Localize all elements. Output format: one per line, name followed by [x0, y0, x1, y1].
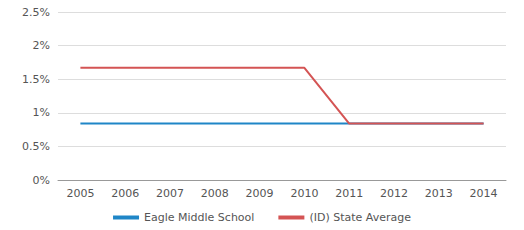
svg-text:2007: 2007 — [156, 187, 184, 200]
svg-text:2006: 2006 — [111, 187, 139, 200]
svg-text:2011: 2011 — [335, 187, 363, 200]
svg-text:1%: 1% — [33, 106, 50, 119]
svg-text:Eagle Middle School: Eagle Middle School — [144, 211, 254, 224]
svg-text:2013: 2013 — [425, 187, 453, 200]
svg-text:2005: 2005 — [66, 187, 94, 200]
svg-text:2014: 2014 — [470, 187, 498, 200]
svg-text:0%: 0% — [33, 174, 50, 187]
svg-text:2010: 2010 — [290, 187, 318, 200]
svg-text:2.5%: 2.5% — [22, 6, 50, 19]
svg-text:0.5%: 0.5% — [22, 140, 50, 153]
svg-text:2009: 2009 — [246, 187, 274, 200]
svg-text:2%: 2% — [33, 39, 50, 52]
svg-text:2008: 2008 — [201, 187, 229, 200]
svg-text:1.5%: 1.5% — [22, 73, 50, 86]
svg-text:(ID) State Average: (ID) State Average — [309, 211, 411, 224]
svg-text:2012: 2012 — [380, 187, 408, 200]
